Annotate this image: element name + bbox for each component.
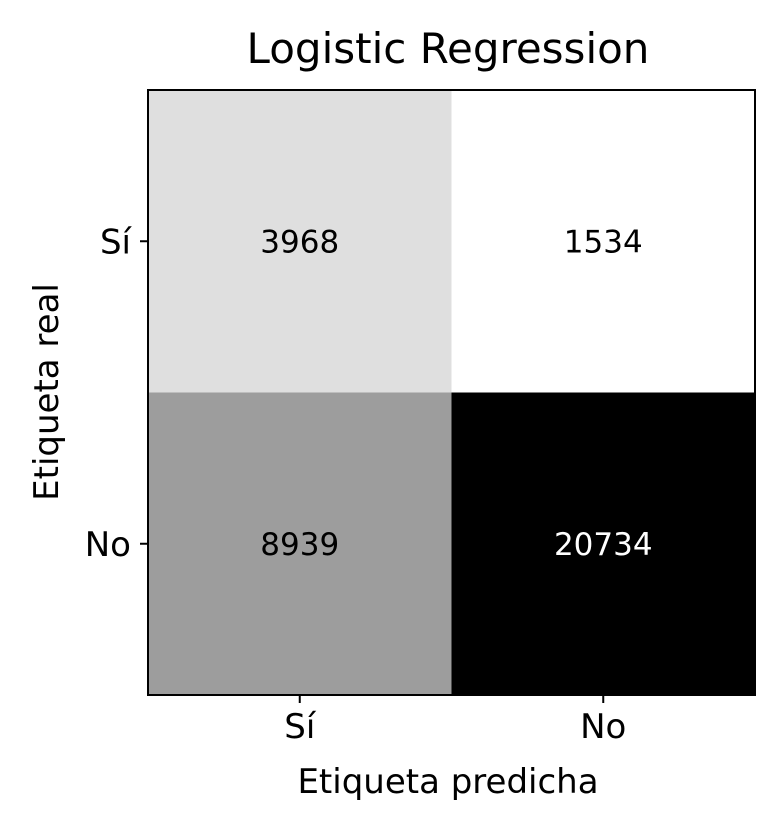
x-tick-label: No bbox=[580, 707, 626, 747]
plot-frame bbox=[147, 89, 756, 696]
x-axis-label: Etiqueta predicha bbox=[297, 762, 598, 802]
heatmap-cell-labels: 3968 1534 8939 20734 bbox=[260, 224, 652, 563]
cell-value-label: 20734 bbox=[554, 527, 653, 563]
heatmap-cell bbox=[148, 90, 452, 393]
cell-value-label: 1534 bbox=[564, 224, 643, 260]
y-tick-label: Sí bbox=[100, 222, 133, 262]
heatmap-cell bbox=[148, 392, 452, 696]
y-axis-ticks: Sí No bbox=[85, 222, 148, 565]
y-tick-label: No bbox=[85, 525, 131, 565]
cell-value-label: 3968 bbox=[260, 224, 339, 260]
heatmap-cells bbox=[148, 90, 756, 696]
cell-value-label: 8939 bbox=[260, 527, 339, 563]
chart-title: Logistic Regression bbox=[247, 24, 650, 73]
x-tick-label: Sí bbox=[284, 707, 317, 747]
x-axis-ticks: Sí No bbox=[284, 695, 626, 747]
heatmap-cell bbox=[451, 90, 756, 393]
heatmap-cell bbox=[451, 392, 756, 696]
y-axis-label: Etiqueta real bbox=[27, 283, 67, 501]
